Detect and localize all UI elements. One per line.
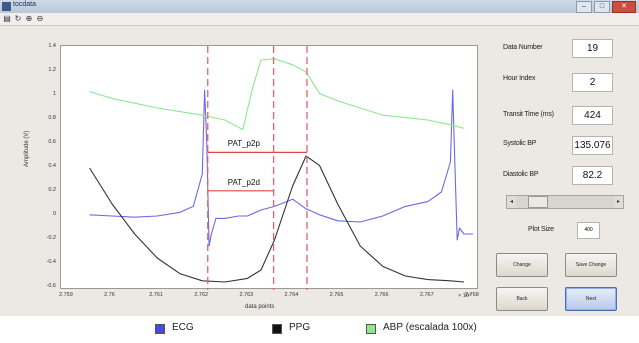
x-tick-label: 2.762 — [194, 292, 209, 298]
pat-p2d-label: PAT_p2d — [227, 177, 260, 187]
x-tick-label: 2.766 — [374, 292, 389, 298]
hour-index-field[interactable]: 2 — [572, 73, 613, 92]
x-tick-label: 2.767 — [419, 292, 434, 298]
title-bar: tocdata – □ ✕ — [0, 0, 639, 13]
pat-p2p-label: PAT_p2p — [227, 139, 260, 149]
x-tick-label: 2.768 — [465, 292, 479, 298]
legend-swatch-ppg — [272, 324, 282, 334]
zoom-out-icon[interactable]: ⊖ — [36, 14, 44, 23]
window-title: tocdata — [13, 1, 36, 8]
legend-label-abp: ABP (escalada 100x) — [383, 322, 477, 333]
x-axis-exponent: × 10⁴ — [458, 293, 472, 299]
y-tick-label: 1 — [52, 91, 56, 97]
transit-time-label: Transit Time (ms) — [503, 111, 554, 118]
y-tick-label: -0.2 — [46, 235, 56, 241]
hour-index-label: Hour Index — [503, 75, 536, 82]
slider-track[interactable] — [516, 196, 614, 208]
series-line-abp — [89, 58, 465, 131]
x-tick-label: 2.761 — [149, 292, 163, 298]
y-tick-label: 1.4 — [48, 43, 56, 49]
diastolic-bp-label: Diastolic BP — [503, 171, 539, 178]
plot-axes[interactable]: PAT_p2p PAT_p2d — [60, 45, 478, 290]
x-axis-label: data points — [245, 304, 275, 310]
data-number-field[interactable]: 19 — [572, 39, 613, 58]
x-tick-label: 2.76 — [104, 292, 115, 298]
close-button[interactable]: ✕ — [612, 1, 636, 13]
legend-swatch-ecg — [155, 324, 165, 334]
plot-size-field[interactable]: 400 — [577, 222, 600, 239]
plot-canvas — [89, 46, 473, 290]
x-tick-label: 2.759 — [59, 292, 73, 298]
zoom-in-icon[interactable]: ⊕ — [25, 14, 33, 23]
systolic-bp-label: Systolic BP — [503, 140, 537, 147]
rotate-icon[interactable]: ↻ — [14, 14, 22, 23]
y-tick-label: 0 — [52, 211, 56, 217]
app-window: tocdata – □ ✕ ▤ ↻ ⊕ ⊖ -0.6 -0.4 -0.2 0 0.2 0.… — [0, 0, 639, 316]
legend-swatch-abp — [366, 324, 376, 334]
diastolic-bp-field[interactable]: 82.2 — [572, 166, 613, 185]
window-controls: – □ ✕ — [576, 1, 636, 13]
slider-thumb[interactable] — [528, 196, 548, 208]
y-axis-label: Amplitude (V) — [24, 130, 30, 167]
legend: ECG PPG ABP (escalada 100x) — [0, 316, 639, 343]
x-tick-label: 2.764 — [284, 292, 299, 298]
x-tick-label: 2.763 — [239, 292, 254, 298]
legend-label-ppg: PPG — [289, 322, 311, 333]
y-tick-label: 0.4 — [48, 163, 56, 169]
legend-label-ecg: ECG — [172, 322, 194, 333]
save-change-button[interactable]: Save Change — [565, 253, 617, 277]
series-line-ppg — [89, 155, 465, 283]
slider-left-arrow[interactable]: ◂ — [509, 199, 513, 205]
y-tick-label: 1.2 — [48, 67, 56, 73]
y-tick-label: -0.4 — [46, 259, 56, 265]
maximize-button[interactable]: □ — [594, 1, 610, 13]
y-tick-label: 0.2 — [48, 187, 56, 193]
back-button[interactable]: Back — [496, 287, 548, 311]
series-line-ecg — [89, 89, 473, 247]
change-button[interactable]: Change — [496, 253, 548, 277]
y-tick-label: 0.8 — [48, 115, 56, 121]
y-tick-label: -0.6 — [46, 283, 56, 289]
y-tick-label: 0.6 — [48, 139, 56, 145]
data-slider[interactable]: ◂ ▸ — [506, 195, 624, 209]
app-icon — [2, 2, 11, 11]
plot-size-label: Plot Size — [528, 226, 554, 233]
slider-right-arrow[interactable]: ▸ — [616, 199, 620, 205]
open-icon[interactable]: ▤ — [3, 14, 11, 23]
minimize-button[interactable]: – — [576, 1, 592, 13]
data-number-label: Data Number — [503, 44, 543, 51]
next-button[interactable]: Next — [565, 287, 617, 311]
transit-time-field[interactable]: 424 — [572, 106, 613, 125]
x-tick-label: 2.765 — [329, 292, 344, 298]
toolbar: ▤ ↻ ⊕ ⊖ — [0, 13, 639, 26]
systolic-bp-field[interactable]: 135.076 — [572, 136, 613, 155]
